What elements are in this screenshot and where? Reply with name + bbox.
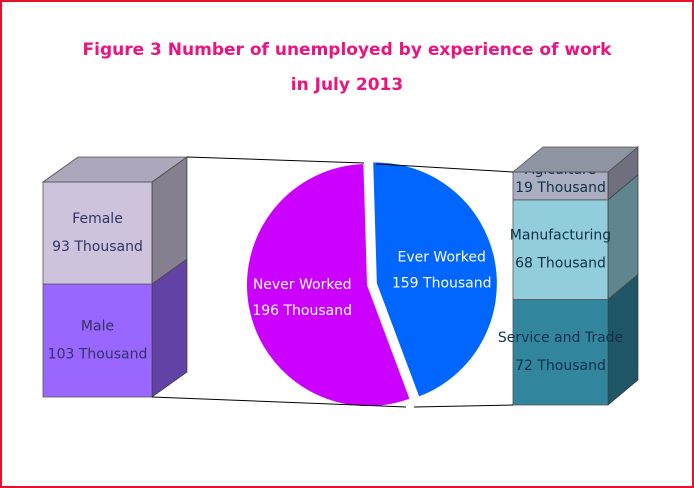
pie-slice <box>245 162 412 408</box>
slice-label: Ever Worked <box>397 250 485 266</box>
bar-segment <box>512 171 609 201</box>
segment-label: Manufacturing <box>510 228 611 244</box>
connector <box>413 404 514 408</box>
bar-side-shade <box>608 274 638 405</box>
segment-value: 103 Thousand <box>48 347 148 363</box>
chart-title: Figure 3 Number of unemployed by experie… <box>83 40 613 60</box>
slice-label: Never Worked <box>253 277 352 293</box>
pie-slice <box>371 160 499 400</box>
chart-title: in July 2013 <box>291 75 403 95</box>
bar-side-shade <box>152 157 187 285</box>
bar-segment <box>42 181 153 285</box>
bar-side-shade <box>152 259 187 397</box>
bar-segment <box>512 199 609 300</box>
bar-side-shade <box>608 174 638 300</box>
bar-segment <box>512 299 609 406</box>
connector <box>186 156 365 164</box>
slice-value: 196 Thousand <box>252 303 352 319</box>
segment-value: 72 Thousand <box>515 358 606 374</box>
slice-value: 159 Thousand <box>392 276 492 292</box>
connector <box>151 396 407 408</box>
bar-top <box>511 146 640 173</box>
segment-label: Male <box>81 319 114 335</box>
segment-label: Female <box>72 211 123 227</box>
segment-value: 93 Thousand <box>52 239 143 255</box>
connector <box>375 163 514 173</box>
segment-value: 19 Thousand <box>515 180 606 196</box>
bar-side-shade <box>608 147 638 200</box>
bar-top-shade <box>513 147 638 172</box>
bar-top-shade <box>43 157 187 182</box>
segment-label: Service and Trade <box>498 330 623 346</box>
bar-segment <box>42 283 153 398</box>
segment-value: 68 Thousand <box>515 256 606 272</box>
